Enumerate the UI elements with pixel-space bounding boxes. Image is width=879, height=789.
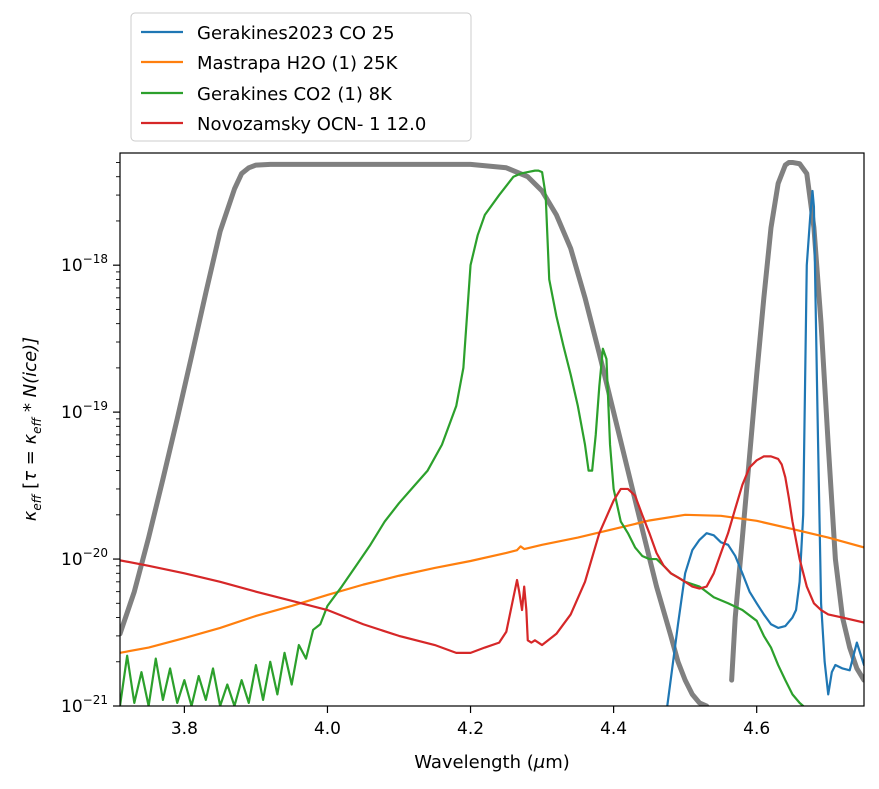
plot-frame (119, 152, 865, 707)
y-tick-label: 10−20 (61, 546, 108, 570)
x-tick-label: 3.8 (171, 719, 198, 739)
series-line-h2o (120, 513, 864, 654)
y-axis-label: κeff [τ = κeff * N(ice)] (20, 337, 44, 521)
x-axis-label: Wavelength (μm) (414, 752, 570, 773)
series-line-co (666, 189, 864, 706)
x-tick-label: 4.0 (314, 719, 341, 739)
legend-frame (130, 12, 472, 142)
series-line-filter-2 (729, 159, 864, 683)
y-tick-label: 10−21 (61, 693, 108, 717)
ticks-layer: 3.8 4.0 4.2 4.4 4.6 10−21 10−20 10−19 10−18 (61, 162, 770, 739)
legend-label-h2o: Mastrapa H2O (1) 25K (197, 53, 399, 74)
series-line-ocn (120, 455, 864, 654)
x-tick-label: 4.6 (743, 719, 770, 739)
y-tick-label: 10−18 (61, 252, 108, 276)
x-tick-label: 4.4 (600, 719, 627, 739)
plot-area (120, 153, 864, 706)
legend-label-ocn: Novozamsky OCN- 1 12.0 (197, 114, 426, 135)
legend-label-co: Gerakines2023 CO 25 (197, 23, 395, 44)
legend-label-co2: Gerakines CO2 (1) 8K (197, 84, 393, 105)
y-tick-label: 10−19 (61, 399, 108, 423)
series-layer (120, 159, 864, 706)
x-tick-label: 4.2 (457, 719, 484, 739)
legend: Gerakines2023 CO 25 Mastrapa H2O (1) 25K… (130, 12, 472, 142)
series-line-filter-1 (120, 161, 710, 706)
